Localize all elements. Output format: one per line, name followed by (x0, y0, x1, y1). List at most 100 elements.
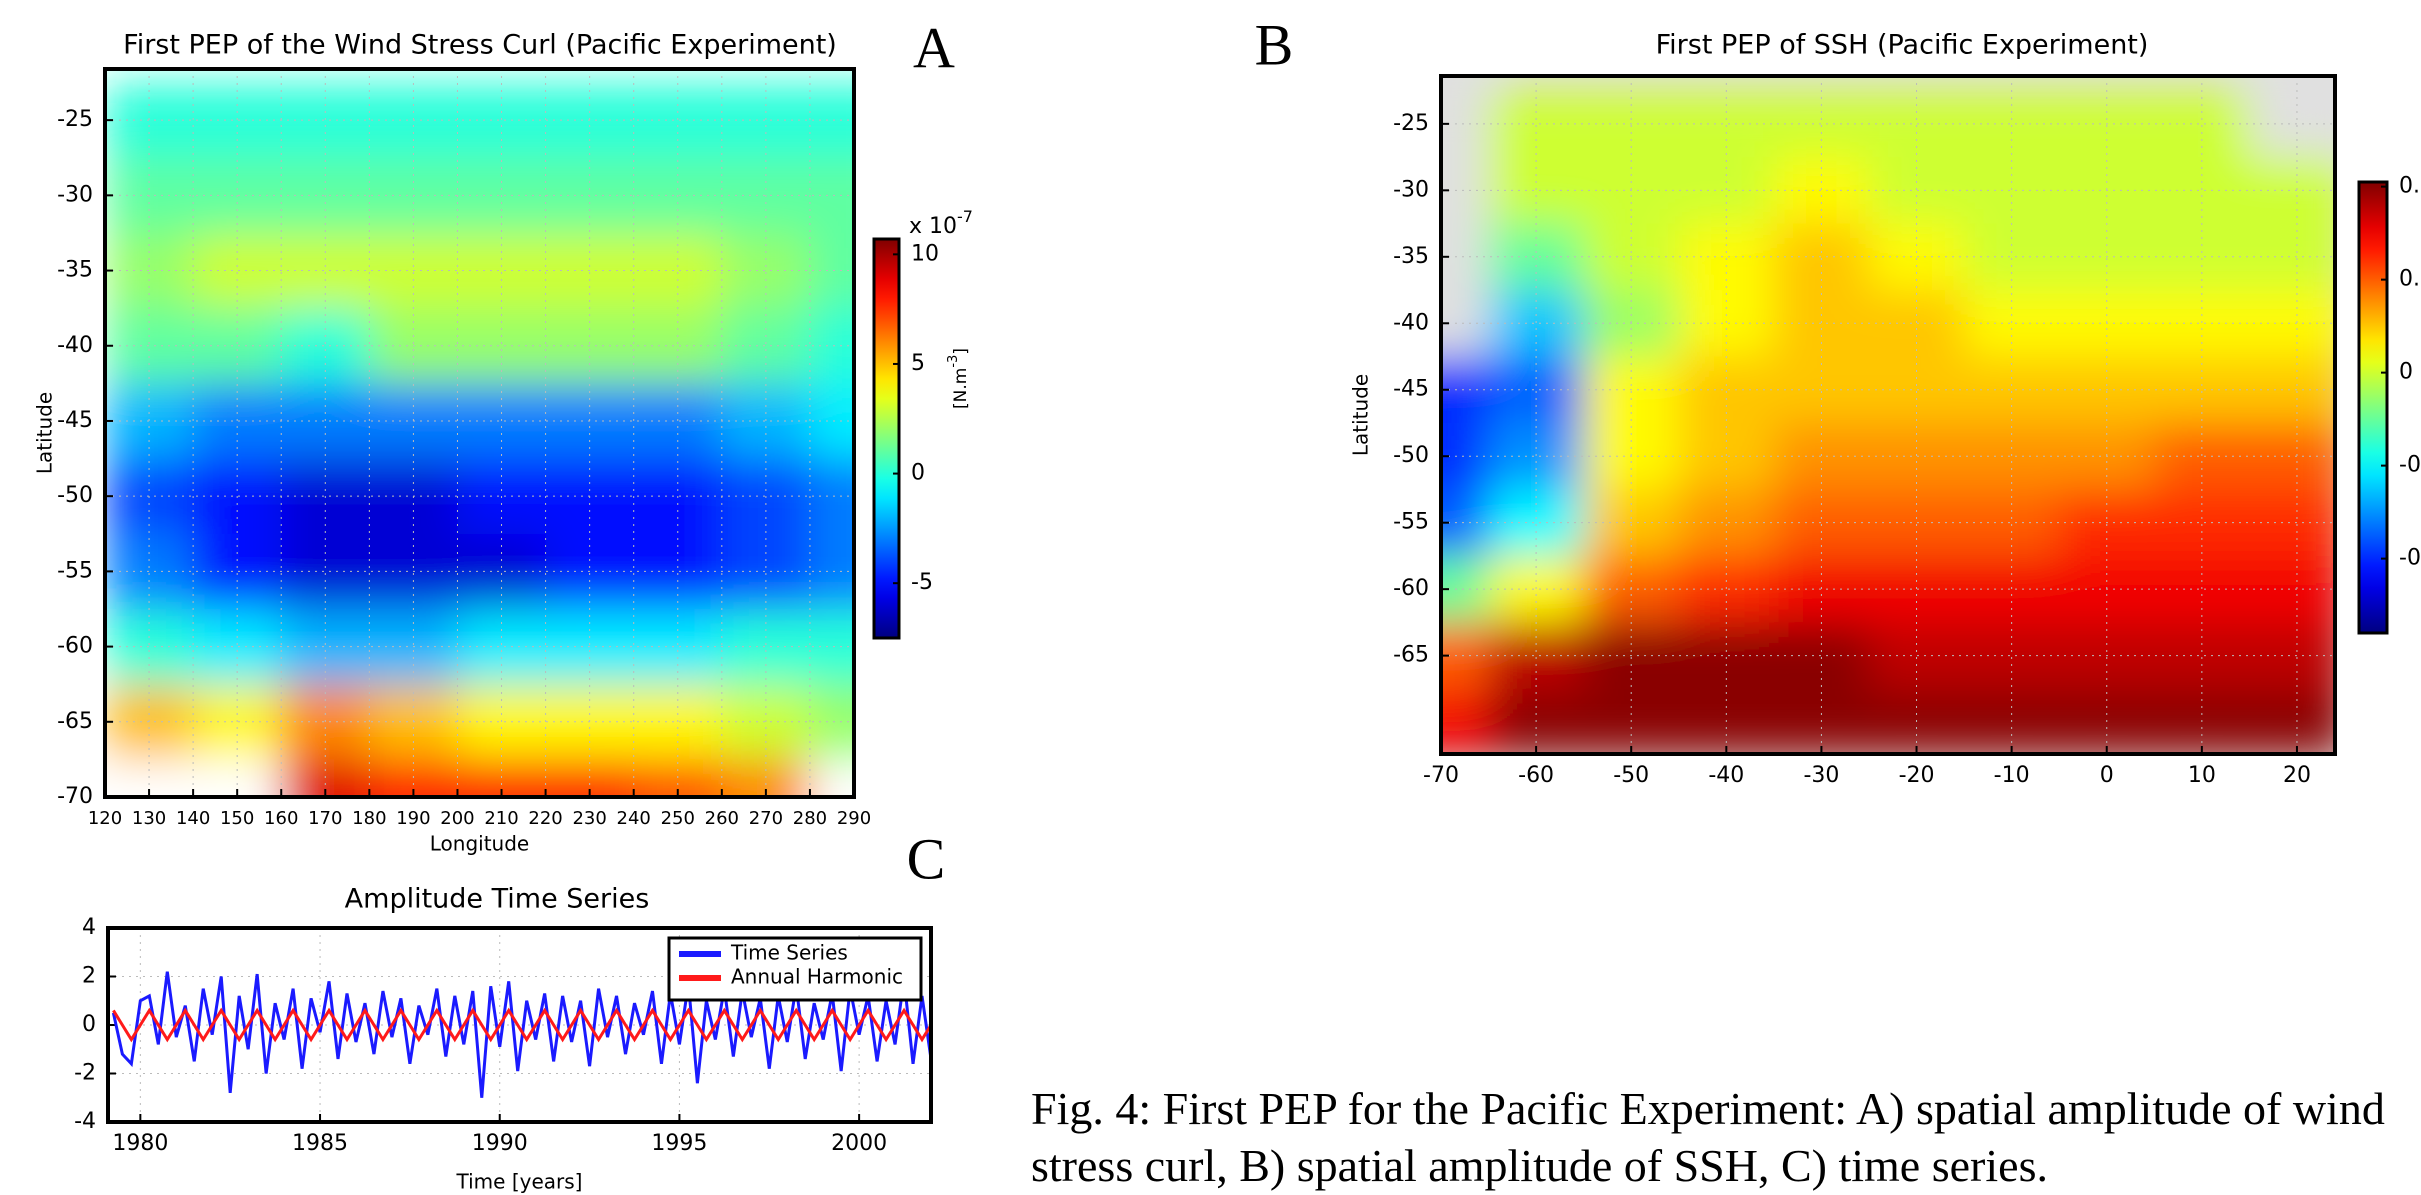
heatmap-cell (809, 232, 854, 310)
x-tick-label: 260 (705, 808, 739, 829)
heatmap-cell (1488, 356, 1585, 424)
y-tick-label: -55 (57, 558, 93, 583)
x-tick-label: 180 (352, 808, 386, 829)
y-tick-label: -55 (1393, 510, 1429, 535)
x-tick-label: 1990 (472, 1131, 528, 1156)
y-tick-label: -50 (1393, 443, 1429, 468)
x-tick-label: -40 (1708, 763, 1744, 788)
heatmap-cell (1488, 688, 1585, 754)
heatmap-cell (2249, 223, 2335, 292)
x-tick-label: -20 (1899, 763, 1935, 788)
x-tick-label: 200 (440, 808, 474, 829)
heatmap-cell (2249, 489, 2335, 557)
chart-title: First PEP of SSH (Pacific Experiment) (1656, 30, 2149, 61)
colorbar-unit-end: ] (951, 348, 971, 355)
colorbar-tick-label: -0 (2399, 546, 2421, 571)
colorbar-unit-exponent: -3 (946, 355, 961, 368)
colorbar (2357, 180, 2389, 635)
heatmap-cell (281, 383, 371, 460)
heatmap-cell (2249, 422, 2335, 491)
x-tick-label: -30 (1803, 763, 1839, 788)
heatmap (1441, 76, 2335, 754)
heatmap-cell (1441, 223, 1490, 292)
y-tick-label: -60 (57, 634, 93, 659)
x-tick-label: 210 (484, 808, 518, 829)
x-tick-label: 2000 (831, 1131, 887, 1156)
heatmap-cell (545, 82, 635, 159)
heatmap-cell (545, 458, 635, 535)
y-tick-label: 0 (82, 1012, 96, 1037)
colorbar-tick-label: 10 (911, 241, 939, 266)
y-tick-label: -4 (74, 1109, 96, 1134)
x-tick-label: -10 (1994, 763, 2030, 788)
heatmap-cell (1488, 555, 1585, 624)
heatmap-cell (1488, 223, 1585, 292)
heatmap-cell (1441, 688, 1490, 754)
plot-frame (1439, 74, 2337, 756)
y-tick-label: -35 (1393, 244, 1429, 269)
x-tick-label: -70 (1423, 763, 1459, 788)
y-tick-label: -45 (57, 408, 93, 433)
x-tick-label: 240 (617, 808, 651, 829)
panel-letter: B (1255, 12, 1294, 77)
heatmap-cell (2249, 688, 2335, 754)
heatmap-cell (545, 308, 635, 385)
colorbar-tick-label: 5 (911, 351, 925, 376)
heatmap-cell (545, 684, 635, 761)
heatmap-cell (193, 608, 283, 686)
y-tick-label: -50 (57, 483, 93, 508)
colorbar-tick-label: 0 (2399, 360, 2413, 385)
x-axis-label: Time [years] (456, 1170, 583, 1194)
colorbar-tick-label: 0. (2399, 174, 2420, 199)
colorbar-scale: x 10-7 (909, 207, 973, 240)
panel-letter: A (913, 15, 955, 80)
heatmap-cell (809, 383, 854, 460)
y-tick-label: -40 (57, 333, 93, 358)
y-tick-label: -2 (74, 1061, 96, 1086)
y-tick-label: 4 (82, 915, 96, 940)
x-tick-label: 170 (308, 808, 342, 829)
heatmap-cell (809, 684, 854, 761)
heatmap-cell (1488, 489, 1585, 557)
heatmap-cell (1868, 688, 1966, 754)
heatmap-cell (105, 308, 195, 385)
y-tick-label: -45 (1393, 377, 1429, 402)
heatmap-cell (545, 232, 635, 310)
colorbar (872, 237, 901, 640)
heatmap-cell (1488, 290, 1585, 358)
heatmap-cell (1488, 90, 1585, 159)
heatmap-cell (193, 308, 283, 385)
heatmap-cell (809, 157, 854, 234)
x-tick-label: 230 (572, 808, 606, 829)
x-tick-label: 20 (2283, 763, 2311, 788)
heatmap-cell (457, 383, 547, 460)
y-tick-label: -25 (57, 107, 93, 132)
heatmap-cell (545, 157, 635, 234)
x-tick-label: -50 (1613, 763, 1649, 788)
y-tick-label: -65 (57, 709, 93, 734)
heatmap-cell (633, 308, 723, 385)
heatmap-cell (809, 308, 854, 385)
heatmap-cell (1488, 622, 1585, 690)
heatmap-cell (809, 608, 854, 686)
y-axis-label: Latitude (1349, 374, 1373, 456)
x-tick-label: 160 (264, 808, 298, 829)
x-tick-label: 290 (837, 808, 871, 829)
heatmap-cell (1488, 157, 1585, 225)
heatmap-cell (1868, 223, 1966, 292)
colorbar-tick-label: -5 (911, 570, 933, 595)
series-line (112, 1007, 931, 1043)
legend-box (667, 936, 923, 1002)
colorbar-scale-exponent: -7 (957, 207, 973, 226)
heatmap-cell (809, 82, 854, 159)
x-tick-label: 280 (793, 808, 827, 829)
x-tick-label: 130 (132, 808, 166, 829)
colorbar-unit: [N.m-3] (946, 348, 972, 409)
x-tick-label: 150 (220, 808, 254, 829)
colorbar-scale-base: x 10 (909, 214, 957, 239)
heatmap-cell (545, 608, 635, 686)
colorbar-tick-label: 0. (2399, 267, 2420, 292)
plot-frame (106, 926, 933, 1124)
y-axis-label: Latitude (33, 392, 57, 474)
